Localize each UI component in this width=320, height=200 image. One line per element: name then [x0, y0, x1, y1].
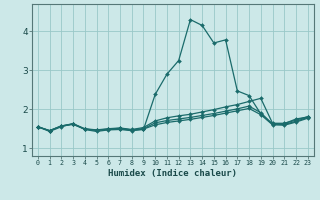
X-axis label: Humidex (Indice chaleur): Humidex (Indice chaleur) — [108, 169, 237, 178]
